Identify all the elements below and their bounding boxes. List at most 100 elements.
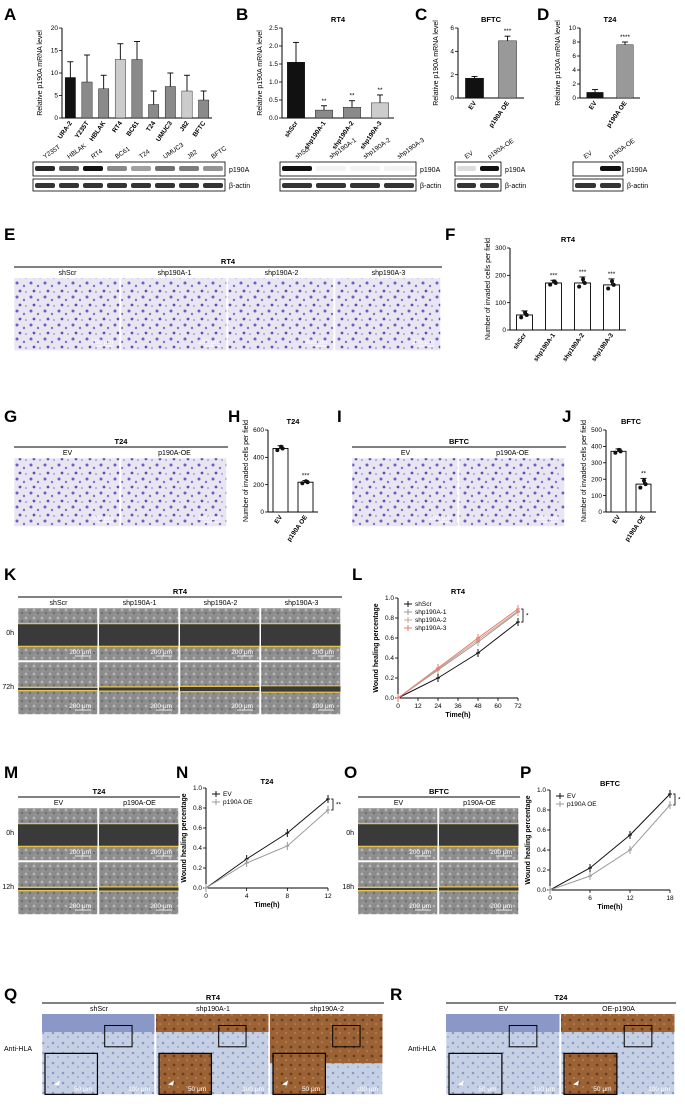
legend-label: shp190A-2 bbox=[415, 617, 447, 624]
y-tick-label: 0.2 bbox=[193, 865, 202, 872]
significance-bracket bbox=[521, 608, 524, 623]
blot-lane-label: RT4 bbox=[90, 148, 104, 161]
micro-image bbox=[458, 457, 565, 527]
scale-bar-label: 200 μm bbox=[409, 903, 431, 910]
y-tick-label: 6 bbox=[572, 53, 576, 60]
data-point bbox=[606, 286, 611, 291]
ihc-inset bbox=[563, 1052, 618, 1095]
scale-bar-label: 200 μm bbox=[91, 339, 113, 346]
data-point bbox=[519, 315, 524, 320]
antibody-label: Anti-HLA bbox=[4, 1046, 32, 1053]
micro-column-label: shScr bbox=[50, 600, 69, 607]
x-tick-label: shScr bbox=[512, 332, 528, 351]
significance-label: ** bbox=[336, 802, 342, 809]
arrow-icon bbox=[282, 1080, 288, 1086]
x-tick-label: EV bbox=[588, 100, 599, 112]
wound-gap bbox=[18, 623, 98, 647]
ihc-zoom-box bbox=[332, 1024, 361, 1048]
y-tick-label: 8 bbox=[572, 39, 576, 46]
legend-label: p190A OE bbox=[223, 799, 253, 806]
wound-gap bbox=[99, 623, 179, 647]
micro-row-label: 72h bbox=[2, 684, 14, 691]
data-point bbox=[610, 279, 615, 284]
panel-label-c: C bbox=[415, 5, 427, 24]
x-tick-label: T24 bbox=[145, 120, 157, 134]
x-tick-label: 0 bbox=[204, 893, 208, 900]
ihc-surface-layer bbox=[561, 1014, 675, 1033]
blot-lane-label: BFTC bbox=[210, 145, 228, 161]
bar bbox=[465, 77, 484, 99]
x-tick-label: 12 bbox=[626, 895, 634, 902]
scale-bar-label: 200 μm bbox=[312, 703, 334, 710]
blot-lane-label: shp190A-3 bbox=[396, 137, 426, 161]
panel-label-a: A bbox=[4, 5, 16, 24]
ihc-surface-layer bbox=[156, 1014, 269, 1033]
wound-gap bbox=[18, 687, 98, 691]
x-tick-label: UMUC3 bbox=[155, 120, 174, 143]
scale-bar-label: 200 μm bbox=[231, 649, 253, 656]
bar bbox=[610, 450, 627, 513]
x-tick-label: 18 bbox=[666, 895, 674, 902]
significance-bracket bbox=[673, 793, 676, 806]
chart-b-rt4-knockdown: 0.0 0.5 1.0 1.5 2.0 2.5 Relative p190A mRNA le… bbox=[257, 15, 394, 151]
x-tick-label: 24 bbox=[434, 703, 442, 710]
blot-lane-label: T24 bbox=[138, 148, 152, 160]
y-tick-label: 0.8 bbox=[537, 807, 546, 814]
blot-band-actin bbox=[107, 183, 127, 188]
y-tick-label: 1.0 bbox=[193, 785, 202, 792]
bar bbox=[148, 104, 160, 119]
data-point bbox=[548, 282, 553, 287]
x-tick-label: HBLAK bbox=[89, 120, 108, 143]
blot-label-p190a: p190A bbox=[229, 167, 250, 174]
panel-label-k: K bbox=[4, 565, 17, 584]
y-axis-label: Number of invaded cells per field bbox=[485, 238, 492, 340]
series-line bbox=[549, 793, 671, 891]
panel-label-n: N bbox=[176, 763, 188, 782]
micro-column-label: shp190A-3 bbox=[285, 600, 319, 607]
x-tick-label: 8 bbox=[286, 893, 290, 900]
blot-lane-label: Y235T bbox=[42, 144, 62, 161]
y-tick-label: 100 bbox=[591, 493, 602, 500]
blot-band-actin bbox=[384, 183, 414, 188]
western-blot-c: EV p190A-OE p190A β-actin bbox=[454, 137, 526, 192]
blot-band-actin bbox=[316, 183, 346, 188]
scale-bar-label: 50 μm bbox=[302, 1086, 320, 1093]
significance-label: ** bbox=[377, 87, 383, 94]
chart-title: RT4 bbox=[561, 235, 576, 244]
arrow-icon bbox=[573, 1080, 579, 1086]
panel-label-q: Q bbox=[4, 985, 17, 1004]
bar bbox=[297, 481, 314, 513]
y-tick-label: 0.6 bbox=[385, 635, 394, 642]
blot-band-actin bbox=[155, 183, 175, 188]
y-tick-label: 0.4 bbox=[537, 847, 546, 854]
blot-band-p190a bbox=[107, 166, 127, 171]
bar bbox=[181, 90, 193, 119]
blot-band-actin bbox=[282, 183, 312, 188]
x-tick-label: 60 bbox=[494, 703, 502, 710]
bar bbox=[198, 99, 210, 119]
data-point bbox=[577, 284, 582, 289]
blot-band-p190a bbox=[83, 166, 103, 171]
scale-bar-label: 200 μm bbox=[305, 339, 327, 346]
wound-gap bbox=[439, 886, 519, 892]
y-axis-label: Wound healing percentage bbox=[181, 793, 188, 882]
ihc-zoom-box bbox=[508, 1024, 538, 1048]
x-tick-label: 4 bbox=[245, 893, 249, 900]
ihc-inset bbox=[158, 1052, 213, 1095]
micro-row-label: 18h bbox=[342, 884, 354, 891]
micro-image bbox=[120, 277, 227, 351]
series-line bbox=[205, 809, 329, 889]
blot-band-actin bbox=[59, 183, 79, 188]
bar bbox=[516, 314, 533, 331]
y-tick-label: 1.0 bbox=[385, 595, 394, 602]
blot-lane-label: p190A-OE bbox=[608, 137, 637, 161]
bar bbox=[371, 102, 389, 119]
significance-label: *** bbox=[504, 28, 512, 35]
significance-label: * bbox=[526, 613, 529, 620]
micro-title: T24 bbox=[115, 437, 129, 446]
x-tick-label: 0 bbox=[396, 703, 400, 710]
legend-label: shp190A-1 bbox=[415, 609, 447, 616]
panel-label-h: H bbox=[228, 407, 240, 426]
